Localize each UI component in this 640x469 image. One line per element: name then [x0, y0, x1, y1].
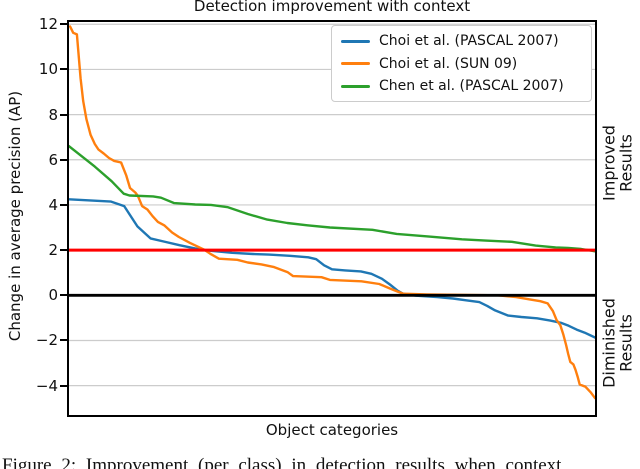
series-line: [69, 198, 595, 339]
y-tick-label: 12: [38, 15, 58, 34]
y-tick-label: 4: [48, 195, 58, 214]
legend-item: Chen et al. (PASCAL 2007): [341, 78, 583, 94]
chart-canvas: [69, 23, 595, 400]
legend-item: Choi et al. (SUN 09): [341, 56, 583, 72]
y-tick-label: 10: [38, 60, 58, 79]
legend-item: Choi et al. (PASCAL 2007): [341, 33, 583, 49]
y-tick-label: −4: [35, 376, 58, 395]
y-tick-mark: [60, 113, 67, 116]
legend-label: Chen et al. (PASCAL 2007): [379, 78, 564, 94]
chart-title: Detection improvement with context: [193, 0, 471, 15]
legend: Choi et al. (PASCAL 2007) Choi et al. (SU…: [331, 25, 592, 102]
plot-area: Choi et al. (PASCAL 2007) Choi et al. (SU…: [67, 20, 597, 417]
y-tick-label: 8: [48, 105, 58, 124]
y-tick-mark: [60, 23, 67, 26]
series-line: [69, 25, 595, 400]
x-axis-label: Object categories: [265, 421, 399, 439]
y-tick-mark: [60, 384, 67, 387]
legend-line-swatch: [341, 39, 370, 43]
y-tick-mark: [60, 294, 67, 297]
y-tick-label: 6: [48, 150, 58, 169]
y-tick-mark: [60, 68, 67, 71]
figure-caption: Figure 2: Improvement (per class) in det…: [2, 455, 562, 469]
diminished-results-label: Diminished Results: [599, 298, 636, 388]
legend-line-swatch: [341, 62, 370, 65]
legend-label: Choi et al. (SUN 09): [379, 55, 518, 72]
y-tick-label: 2: [48, 241, 58, 260]
y-tick-mark: [60, 249, 67, 252]
y-tick-label: −2: [35, 331, 58, 350]
y-tick-label: 0: [48, 286, 58, 305]
y-tick-mark: [60, 203, 67, 206]
series-line: [69, 144, 595, 253]
y-tick-mark: [60, 158, 67, 161]
legend-line-swatch: [341, 84, 370, 88]
improved-results-label: Improved Results: [599, 125, 636, 201]
y-tick-mark: [60, 339, 67, 342]
legend-label: Choi et al. (PASCAL 2007): [379, 33, 559, 49]
